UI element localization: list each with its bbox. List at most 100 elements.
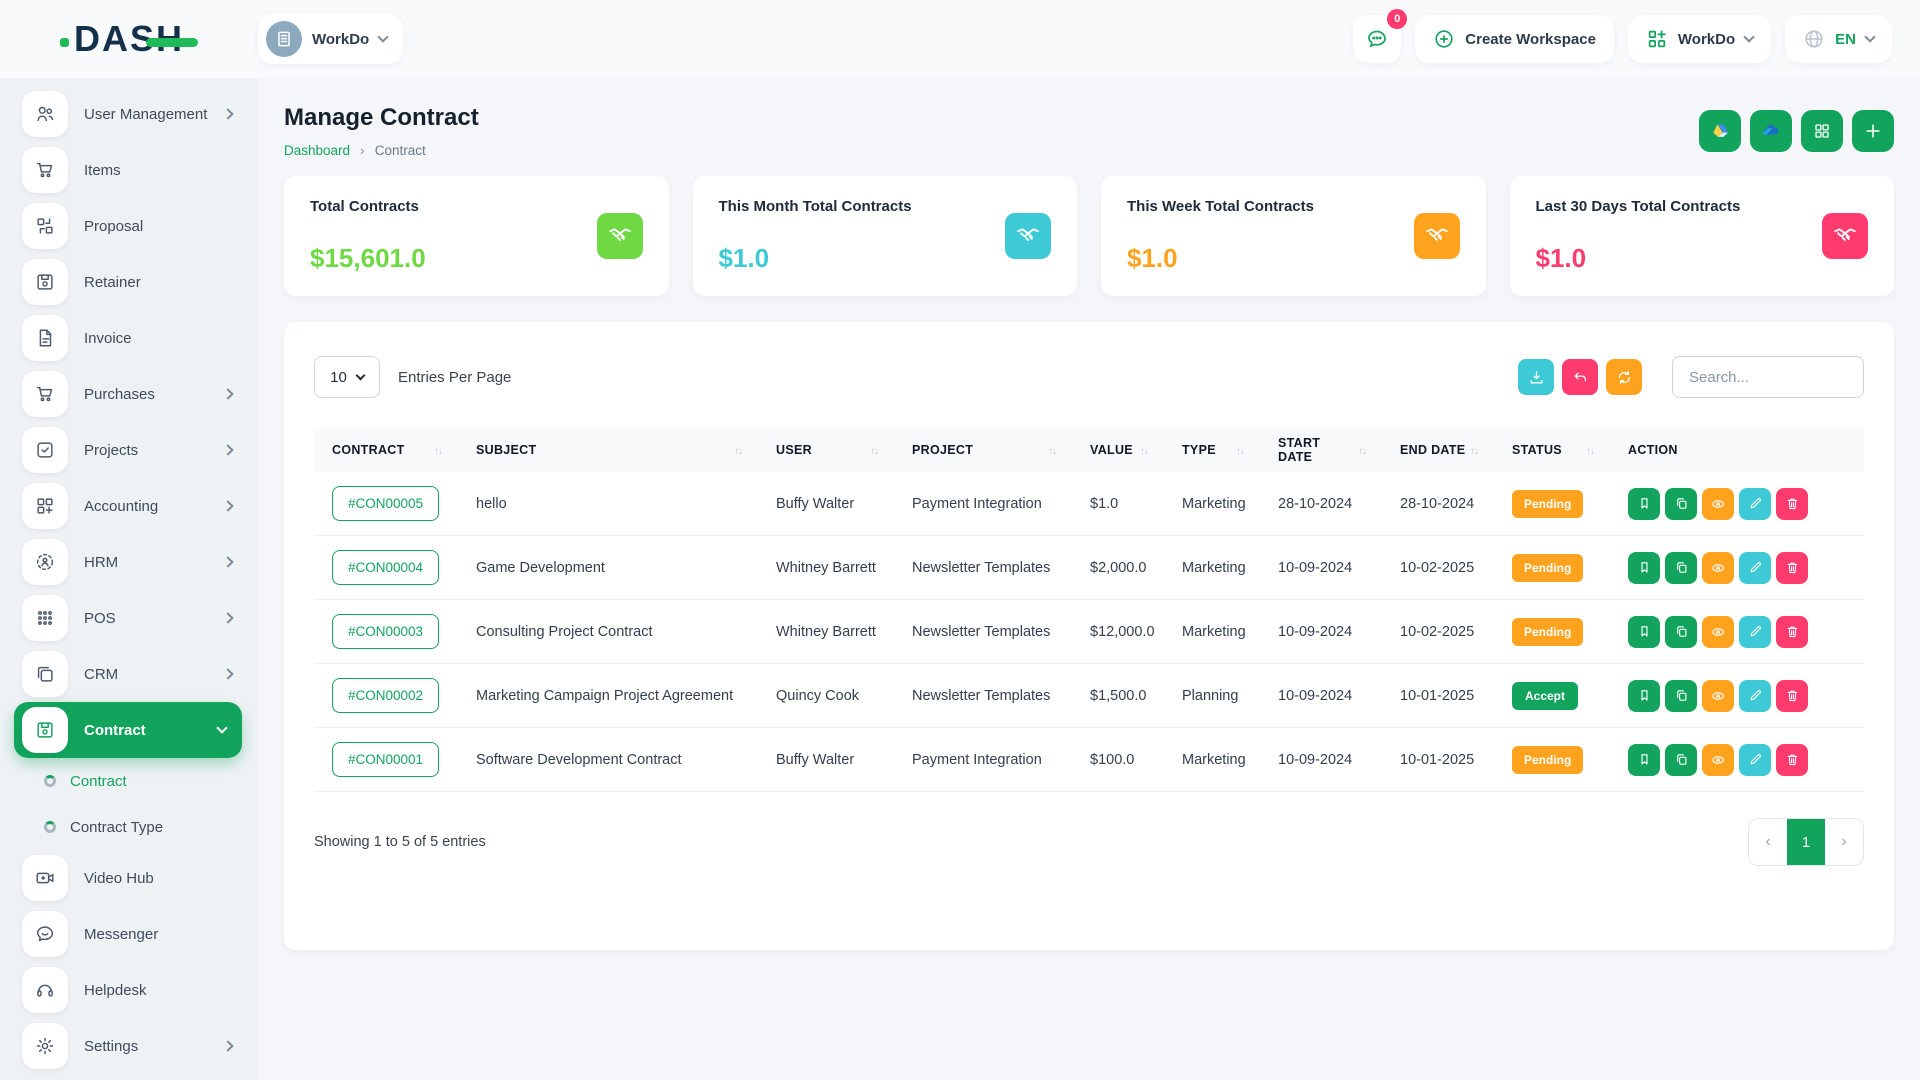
table-row: #CON00002 Marketing Campaign Project Agr… (314, 663, 1864, 728)
column-header-start-date[interactable]: START DATE (1268, 428, 1390, 472)
view-button[interactable] (1702, 615, 1734, 648)
pencil-icon (1750, 753, 1761, 765)
chevron-right-icon (222, 444, 234, 456)
chat-count-badge: 0 (1387, 9, 1408, 29)
column-header-user[interactable]: USER (766, 428, 902, 472)
view-button[interactable] (1702, 487, 1734, 520)
language-selector[interactable]: EN (1785, 15, 1892, 63)
messages-button[interactable]: 0 (1353, 9, 1408, 63)
duplicate-button[interactable] (1665, 487, 1697, 520)
pagination-prev-button[interactable] (1749, 819, 1787, 865)
topbar: DASH WorkDo 0 Create Workspace (0, 0, 1920, 78)
edit-button[interactable] (1739, 551, 1771, 584)
edit-button[interactable] (1739, 487, 1771, 520)
edit-button[interactable] (1739, 615, 1771, 648)
sidebar-item-pos[interactable]: POS (14, 590, 258, 646)
sidebar-item-projects[interactable]: Projects (14, 422, 258, 478)
sidebar-subitem-contract-type[interactable]: Contract Type (14, 804, 258, 850)
delete-button[interactable] (1776, 679, 1808, 712)
sidebar-item-invoice[interactable]: Invoice (14, 310, 258, 366)
sidebar-item-helpdesk[interactable]: Helpdesk (14, 962, 258, 1018)
refresh-button[interactable] (1606, 359, 1642, 395)
edit-button[interactable] (1739, 679, 1771, 712)
google-drive-button[interactable] (1699, 110, 1741, 152)
sidebar-item-purchases[interactable]: Purchases (14, 366, 258, 422)
eye-icon (1712, 499, 1724, 508)
view-button[interactable] (1702, 743, 1734, 776)
bookmark-button[interactable] (1628, 615, 1660, 648)
sidebar-item-retainer[interactable]: Retainer (14, 254, 258, 310)
sort-icon (1358, 443, 1366, 457)
pagination: 1 (1748, 818, 1864, 866)
view-button[interactable] (1702, 551, 1734, 584)
column-header-project[interactable]: PROJECT (902, 428, 1080, 472)
column-header-subject[interactable]: SUBJECT (466, 428, 766, 472)
bookmark-button[interactable] (1628, 551, 1660, 584)
view-button[interactable] (1702, 679, 1734, 712)
duplicate-button[interactable] (1665, 743, 1697, 776)
contract-id-link[interactable]: #CON00005 (332, 486, 440, 521)
handshake-icon (1005, 213, 1051, 259)
sidebar-item-crm[interactable]: CRM (14, 646, 258, 702)
sidebar-item-proposal[interactable]: Proposal (14, 198, 258, 254)
bookmark-button[interactable] (1628, 487, 1660, 520)
edit-button[interactable] (1739, 743, 1771, 776)
workspace-selector[interactable]: WorkDo (258, 14, 404, 64)
contract-id-link[interactable]: #CON00001 (332, 742, 440, 777)
app-logo[interactable]: DASH (59, 18, 198, 60)
sidebar-item-items[interactable]: Items (14, 142, 258, 198)
delete-button[interactable] (1776, 743, 1808, 776)
sidebar-item-hrm[interactable]: HRM (14, 534, 258, 590)
table-header-row: CONTRACT SUBJECT USER PROJECT VALUE TYPE… (314, 428, 1864, 472)
column-header-status[interactable]: STATUS (1502, 428, 1618, 472)
create-workspace-button[interactable]: Create Workspace (1415, 15, 1614, 63)
breadcrumb-dashboard-link[interactable]: Dashboard (284, 142, 351, 158)
duplicate-button[interactable] (1665, 679, 1697, 712)
contract-id-link[interactable]: #CON00002 (332, 678, 440, 713)
undo-button[interactable] (1562, 359, 1598, 395)
cell-type: Marketing (1172, 727, 1268, 792)
contracts-table: CONTRACT SUBJECT USER PROJECT VALUE TYPE… (314, 428, 1864, 792)
handshake-icon (596, 213, 643, 259)
column-header-contract[interactable]: CONTRACT (314, 428, 466, 472)
sidebar-item-label: HRM (84, 553, 119, 571)
sidebar-item-contract[interactable]: Contract (14, 702, 242, 758)
sidebar-item-video-hub[interactable]: Video Hub (14, 850, 258, 906)
duplicate-button[interactable] (1665, 615, 1697, 648)
pagination-next-button[interactable] (1825, 819, 1863, 865)
search-input[interactable] (1672, 356, 1864, 398)
cell-value: $100.0 (1080, 727, 1172, 792)
contract-id-link[interactable]: #CON00004 (332, 550, 440, 585)
add-contract-button[interactable] (1852, 110, 1894, 152)
entries-per-page-select[interactable]: 10 (314, 356, 380, 398)
cell-project: Payment Integration (902, 472, 1080, 536)
delete-button[interactable] (1776, 551, 1808, 584)
bookmark-button[interactable] (1628, 743, 1660, 776)
grid-view-button[interactable] (1801, 110, 1843, 152)
status-badge: Pending (1512, 489, 1584, 518)
delete-button[interactable] (1776, 615, 1808, 648)
column-header-value[interactable]: VALUE (1080, 428, 1172, 472)
chevron-right-icon (222, 1040, 234, 1052)
column-header-type[interactable]: TYPE (1172, 428, 1268, 472)
chevron-right-icon (222, 612, 234, 624)
sort-icon (1048, 443, 1056, 457)
onedrive-button[interactable] (1750, 110, 1792, 152)
sidebar-subitem-contract[interactable]: Contract (14, 758, 258, 804)
sidebar-item-accounting[interactable]: Accounting (14, 478, 258, 534)
copy-icon (1676, 562, 1686, 573)
contract-id-link[interactable]: #CON00003 (332, 614, 440, 649)
sidebar-item-messenger[interactable]: Messenger (14, 906, 258, 962)
export-download-button[interactable] (1518, 359, 1554, 395)
column-header-end-date[interactable]: END DATE (1390, 428, 1502, 472)
duplicate-button[interactable] (1665, 551, 1697, 584)
table-row: #CON00001 Software Development Contract … (314, 727, 1864, 792)
sidebar-item-settings[interactable]: Settings (14, 1018, 258, 1074)
workdo-menu-button[interactable]: WorkDo (1627, 15, 1772, 63)
pagination-page-1[interactable]: 1 (1787, 819, 1825, 865)
cell-end-date: 10-01-2025 (1390, 727, 1502, 792)
bookmark-button[interactable] (1628, 679, 1660, 712)
sidebar-item-user-management[interactable]: User Management (14, 86, 258, 142)
cell-subject: Software Development Contract (466, 727, 766, 792)
delete-button[interactable] (1776, 487, 1808, 520)
